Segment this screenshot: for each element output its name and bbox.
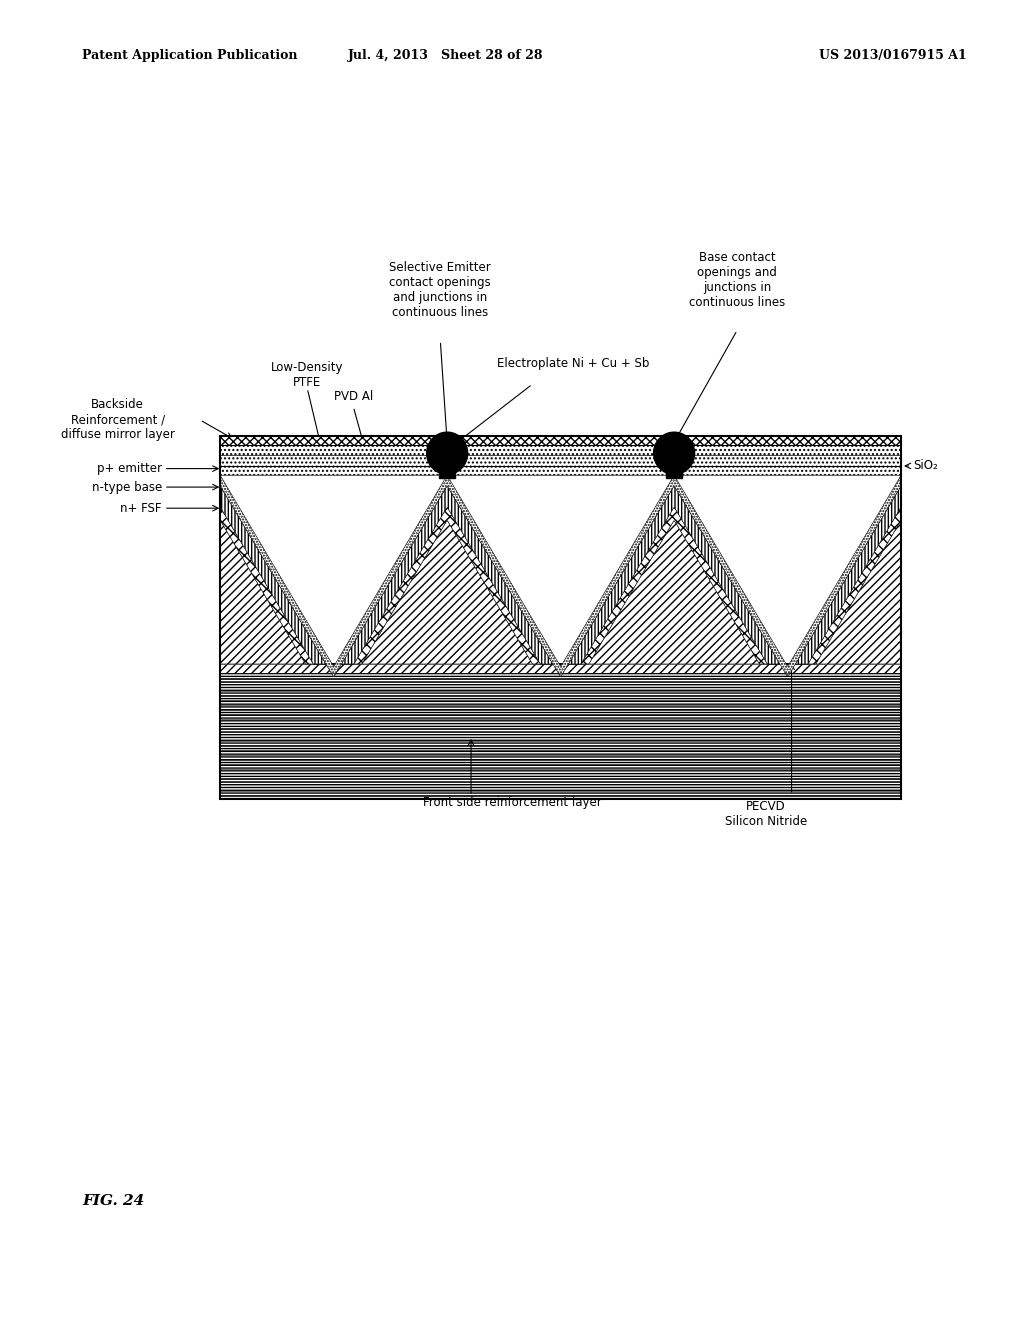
Text: Electroplate Ni + Cu + Sb: Electroplate Ni + Cu + Sb <box>498 356 649 370</box>
Polygon shape <box>220 475 901 677</box>
Text: PVD Al: PVD Al <box>334 389 373 403</box>
Polygon shape <box>220 520 901 664</box>
Text: US 2013/0167915 A1: US 2013/0167915 A1 <box>819 49 967 62</box>
Bar <box>220 673 901 799</box>
Text: n+ FSF: n+ FSF <box>120 502 162 515</box>
Polygon shape <box>220 486 901 664</box>
Bar <box>220 664 901 673</box>
Text: Base contact
openings and
junctions in
continuous lines: Base contact openings and junctions in c… <box>689 251 785 309</box>
Text: SiO₂: SiO₂ <box>913 459 938 473</box>
Text: PECVD
Silicon Nitride: PECVD Silicon Nitride <box>725 800 807 829</box>
Text: FIG. 24: FIG. 24 <box>82 1195 144 1208</box>
Text: Patent Application Publication: Patent Application Publication <box>82 49 297 62</box>
Text: Backside
Reinforcement /
diffuse mirror layer: Backside Reinforcement / diffuse mirror … <box>60 399 175 441</box>
Polygon shape <box>666 463 682 478</box>
Bar <box>220 445 901 466</box>
Bar <box>220 436 901 445</box>
Text: n-type base: n-type base <box>91 480 162 494</box>
Polygon shape <box>220 466 901 475</box>
Polygon shape <box>439 463 456 478</box>
Text: Jul. 4, 2013   Sheet 28 of 28: Jul. 4, 2013 Sheet 28 of 28 <box>348 49 543 62</box>
Polygon shape <box>220 507 901 664</box>
Text: Front side reinforcement layer: Front side reinforcement layer <box>423 796 601 809</box>
Text: Low-Density
PTFE: Low-Density PTFE <box>271 360 343 389</box>
Bar <box>220 436 901 799</box>
Text: p+ emitter: p+ emitter <box>97 462 162 475</box>
Text: Selective Emitter
contact openings
and junctions in
continuous lines: Selective Emitter contact openings and j… <box>389 261 492 319</box>
Polygon shape <box>427 432 468 474</box>
Polygon shape <box>653 432 694 474</box>
